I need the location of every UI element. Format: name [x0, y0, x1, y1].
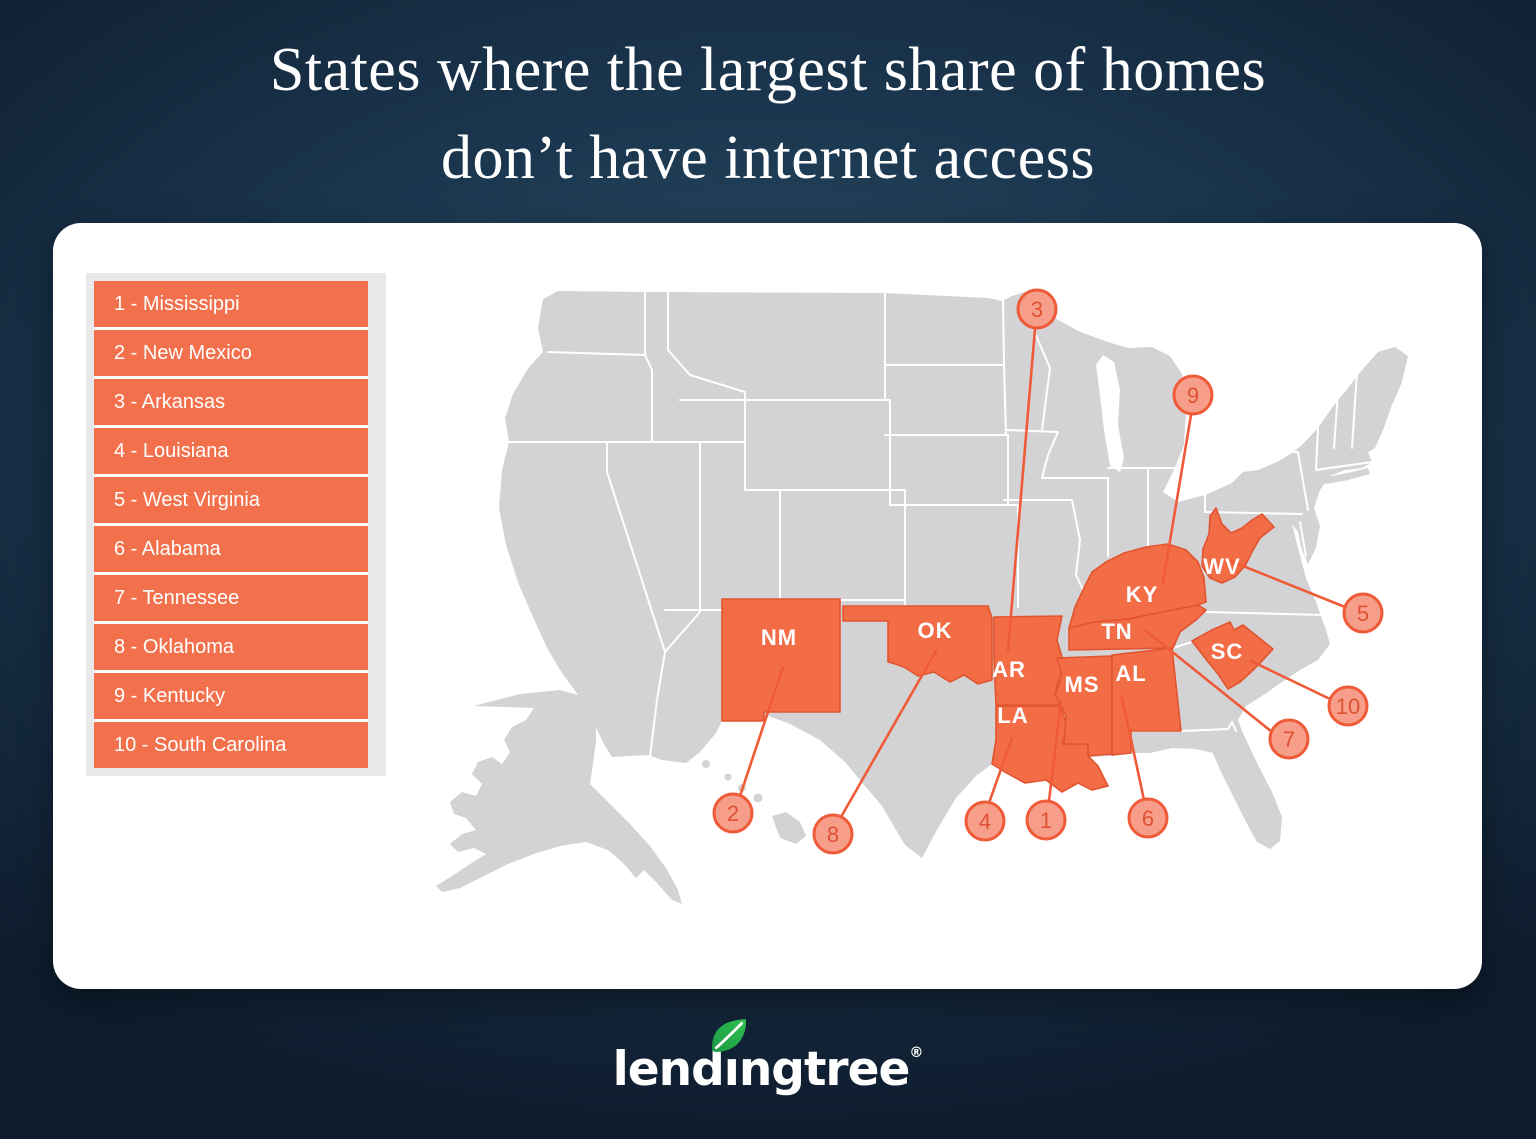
callout-circle-7 [1268, 718, 1310, 760]
state-borders [508, 291, 1373, 758]
legend-item: 1 - Mississippi [94, 281, 368, 330]
callout-number-10: 10 [1336, 694, 1360, 719]
lendingtree-wordmark: lendıngtree® [612, 1019, 924, 1097]
content-card: NM OK AR LA MS AL TN KY WV SC 1 2 3 4 5 6 7 8 9 10 1 - Mis… [53, 223, 1482, 989]
callout-number-5: 5 [1357, 601, 1369, 626]
callout-circles: 1 2 3 4 5 6 7 8 9 10 [712, 288, 1384, 855]
state-label-wv: WV [1203, 554, 1240, 579]
legend-item: 4 - Louisiana [94, 428, 368, 477]
lake-michigan-shape [1096, 355, 1124, 472]
state-label-ky: KY [1126, 582, 1159, 607]
alaska-shape [436, 690, 682, 904]
us-map: NM OK AR LA MS AL TN KY WV SC 1 2 3 4 5 6 7 8 9 10 [436, 288, 1408, 904]
callout-line-6 [1120, 695, 1146, 802]
callout-number-9: 9 [1187, 383, 1199, 408]
legend-item: 10 - South Carolina [94, 722, 368, 768]
callout-line-10 [1249, 659, 1332, 701]
callout-line-1 [1047, 699, 1063, 803]
state-label-la: LA [997, 703, 1028, 728]
state-label-tn: TN [1101, 619, 1132, 644]
callout-line-2 [738, 665, 785, 798]
legend-item: 9 - Kentucky [94, 673, 368, 722]
callout-circle-5 [1342, 592, 1384, 634]
logo-part-1: lend [612, 1042, 725, 1097]
state-ky [1068, 543, 1207, 629]
callout-number-4: 4 [979, 809, 991, 834]
legend-item: 6 - Alabama [94, 526, 368, 575]
state-label-al: AL [1115, 661, 1146, 686]
rank-legend: 1 - Mississippi 2 - New Mexico 3 - Arkansa… [86, 273, 386, 776]
state-label-ok: OK [918, 618, 953, 643]
callout-circle-2 [712, 792, 754, 834]
state-nm [721, 598, 841, 722]
callout-number-1: 1 [1040, 808, 1052, 833]
state-label-ar: AR [992, 657, 1026, 682]
lendingtree-logo: lendıngtree® [0, 1019, 1536, 1097]
state-ok [842, 605, 993, 685]
callout-circle-6 [1127, 797, 1169, 839]
callout-line-9 [1161, 413, 1193, 585]
logo-dotless-i: ı [723, 1042, 740, 1097]
callout-number-7: 7 [1283, 727, 1295, 752]
callout-circle-4 [964, 800, 1006, 842]
title-line-2: don’t have internet access [441, 124, 1095, 193]
us-mainland-shape [499, 291, 1408, 858]
callout-number-8: 8 [827, 822, 839, 847]
state-label-sc: SC [1211, 639, 1244, 664]
logo-part-2: ngtree [738, 1042, 911, 1097]
callout-circle-10 [1327, 685, 1369, 727]
state-wv [1201, 507, 1275, 584]
legend-rows: 1 - Mississippi 2 - New Mexico 3 - Arkansa… [94, 281, 368, 768]
callout-circle-8 [812, 813, 854, 855]
callout-circle-3 [1016, 288, 1058, 330]
callout-line-5 [1226, 558, 1347, 609]
callout-line-3 [1006, 327, 1037, 652]
callout-number-2: 2 [727, 801, 739, 826]
legend-item: 5 - West Virginia [94, 477, 368, 526]
legend-item: 2 - New Mexico [94, 330, 368, 379]
state-ar [993, 615, 1065, 706]
state-labels: NM OK AR LA MS AL TN KY WV SC [761, 554, 1244, 728]
callout-circle-1 [1025, 799, 1067, 841]
state-ms [1054, 655, 1113, 757]
state-label-nm: NM [761, 625, 797, 650]
callout-number-3: 3 [1031, 297, 1043, 322]
registered-mark: ® [909, 1045, 924, 1061]
long-island-shape [1322, 468, 1370, 484]
state-sc [1191, 621, 1274, 690]
callout-line-8 [839, 649, 938, 819]
legend-item: 8 - Oklahoma [94, 624, 368, 673]
legend-item: 7 - Tennessee [94, 575, 368, 624]
hawaii-islands [702, 760, 806, 844]
callout-line-7 [1143, 628, 1274, 734]
legend-item: 3 - Arkansas [94, 379, 368, 428]
page-title: States where the largest share of homes … [0, 26, 1536, 202]
title-line-1: States where the largest share of homes [269, 36, 1267, 104]
callout-lines [738, 327, 1347, 819]
callout-circle-9 [1172, 374, 1214, 416]
state-label-ms: MS [1065, 672, 1100, 697]
callout-number-6: 6 [1142, 806, 1154, 831]
leaf-icon [711, 1019, 746, 1052]
callout-line-4 [987, 736, 1014, 805]
